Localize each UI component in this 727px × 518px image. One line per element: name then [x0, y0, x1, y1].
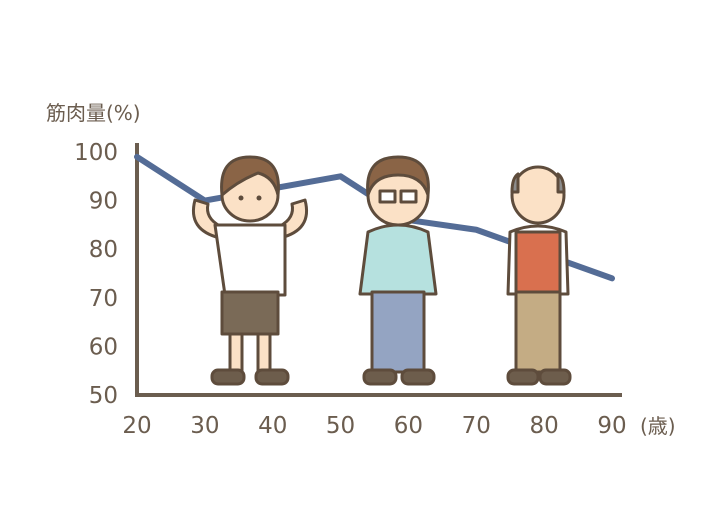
y-tick-label: 100 — [74, 140, 118, 166]
y-tick-label: 80 — [89, 237, 118, 263]
x-tick-label: 40 — [258, 413, 287, 439]
x-tick-label: 60 — [394, 413, 423, 439]
x-tick-label: 70 — [462, 413, 491, 439]
x-tick-label: 50 — [326, 413, 355, 439]
x-tick-label: 90 — [597, 413, 626, 439]
elderly-man-illustration — [506, 165, 572, 386]
y-tick-label: 90 — [89, 189, 118, 215]
middle-aged-man-illustration — [358, 155, 438, 386]
y-tick-label: 60 — [89, 334, 118, 360]
x-tick-label: 80 — [530, 413, 559, 439]
y-tick-label: 70 — [89, 286, 118, 312]
x-tick-label: 30 — [190, 413, 219, 439]
y-tick-label: 50 — [89, 383, 118, 409]
y-axis-label: 筋肉量(%) — [46, 101, 141, 125]
x-tick-label: 20 — [122, 413, 151, 439]
x-axis-label: (歳) — [640, 414, 676, 438]
young-man-illustration — [192, 155, 308, 386]
